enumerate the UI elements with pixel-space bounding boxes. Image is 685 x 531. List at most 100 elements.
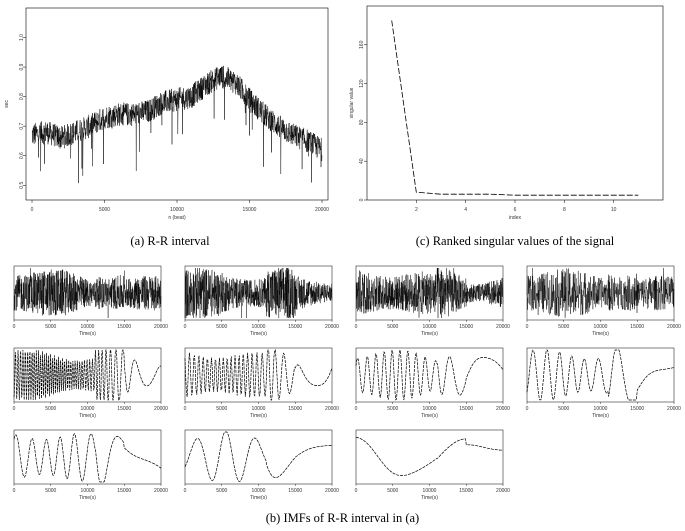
y-tick-label: 0.8 — [19, 93, 25, 100]
x-tick-label: 15000 — [459, 406, 473, 412]
x-tick-label: 20000 — [496, 488, 510, 494]
x-axis-label: Time(s) — [250, 331, 267, 337]
x-tick-label: 0 — [13, 488, 16, 494]
x-axis-label: Time(s) — [79, 495, 96, 501]
x-tick-label: 15000 — [243, 207, 257, 213]
y-tick-label: 80 — [359, 119, 365, 125]
x-tick-label: 4 — [464, 207, 467, 213]
panel-frame — [184, 347, 333, 403]
x-tick-label: 5000 — [216, 488, 227, 494]
x-tick-label: 15000 — [288, 488, 302, 494]
rr-series-line — [31, 65, 323, 184]
x-tick-label: 15000 — [630, 406, 644, 412]
panel-frame — [184, 429, 333, 485]
x-tick-label: 20000 — [154, 406, 168, 412]
x-axis-label: Time(s) — [592, 331, 609, 337]
x-tick-label: 10000 — [81, 488, 95, 494]
imf-series-line — [13, 267, 162, 319]
caption-singular-values: (c) Ranked singular values of the signal — [415, 234, 615, 248]
caption-imfs: (b) IMFs of R-R interval in (a) — [265, 511, 420, 525]
x-tick-label: 10000 — [81, 406, 95, 412]
imf-series-line — [184, 349, 333, 401]
x-axis-label: n (beat) — [168, 215, 186, 221]
x-tick-label: 5000 — [387, 488, 398, 494]
x-tick-label: 20000 — [154, 488, 168, 494]
imf-panel: 0 5000 10000 15000 20000 Time(s) — [355, 347, 510, 419]
x-axis-label: Time(s) — [250, 413, 267, 419]
x-tick-label: 20000 — [496, 406, 510, 412]
y-tick-label: 0.5 — [19, 182, 25, 189]
x-tick-label: 0 — [355, 324, 358, 330]
x-tick-label: 0 — [13, 324, 16, 330]
x-tick-label: 0 — [31, 207, 34, 213]
x-tick-label: 10000 — [252, 324, 266, 330]
x-tick-label: 15000 — [117, 324, 131, 330]
x-tick-label: 10000 — [252, 406, 266, 412]
y-tick-label: 120 — [359, 79, 365, 88]
imf-panel: 0 5000 10000 15000 20000 Time(s) — [184, 347, 339, 419]
x-tick-label: 10000 — [170, 207, 184, 213]
x-tick-label: 0 — [526, 406, 529, 412]
x-tick-label: 15000 — [630, 324, 644, 330]
panel-frame — [526, 347, 675, 403]
x-tick-label: 15000 — [117, 488, 131, 494]
imf-panel: 0 5000 10000 15000 20000 Time(s) — [13, 429, 168, 501]
x-tick-label: 10000 — [81, 324, 95, 330]
x-axis-label: Time(s) — [79, 413, 96, 419]
x-axis-label: Time(s) — [421, 331, 438, 337]
singular-values-chart: 2 4 6 8 10 0 40 80 120 160 index singular value — [349, 5, 664, 221]
x-tick-label: 10000 — [594, 324, 608, 330]
imf-series-line — [184, 431, 333, 482]
x-axis-label: Time(s) — [421, 495, 438, 501]
x-tick-label: 5000 — [99, 207, 110, 213]
x-axis-label: Time(s) — [421, 413, 438, 419]
x-tick-label: 0 — [184, 406, 187, 412]
imf-series-line — [355, 436, 503, 476]
y-tick-label: 0.6 — [19, 152, 25, 159]
x-axis-label: Time(s) — [592, 413, 609, 419]
x-axis-label: Time(s) — [79, 331, 96, 337]
x-tick-label: 5000 — [216, 406, 227, 412]
x-tick-label: 20000 — [315, 207, 329, 213]
y-axis-label: singular value — [349, 87, 355, 118]
x-tick-label: 5000 — [45, 324, 56, 330]
x-tick-label: 0 — [355, 488, 358, 494]
x-tick-label: 15000 — [288, 406, 302, 412]
imf-panel: 0 5000 10000 15000 20000 Time(s) — [13, 265, 168, 337]
x-tick-label: 15000 — [459, 324, 473, 330]
imf-series-line — [526, 349, 675, 401]
x-tick-label: 10000 — [252, 488, 266, 494]
x-tick-label: 5000 — [216, 324, 227, 330]
y-tick-label: 160 — [359, 40, 365, 49]
x-tick-label: 0 — [526, 324, 529, 330]
singular-value-line — [391, 20, 639, 196]
imf-panel: 0 5000 10000 15000 20000 Time(s) — [526, 265, 681, 337]
imf-series-line — [355, 349, 504, 401]
x-tick-label: 10000 — [423, 488, 437, 494]
x-tick-label: 10000 — [423, 324, 437, 330]
x-tick-label: 5000 — [45, 488, 56, 494]
x-tick-label: 10 — [611, 207, 617, 213]
x-tick-label: 20000 — [496, 324, 510, 330]
x-tick-label: 15000 — [288, 324, 302, 330]
y-axis-label: sec — [4, 100, 10, 108]
x-tick-label: 2 — [415, 207, 418, 213]
x-tick-label: 8 — [563, 207, 566, 213]
imf-panel: 0 5000 10000 15000 20000 Time(s) — [355, 265, 510, 337]
y-tick-label: 1.0 — [19, 34, 25, 41]
imf-series-line — [526, 267, 675, 318]
imf-panel: 0 5000 10000 15000 20000 Time(s) — [355, 429, 510, 501]
x-tick-label: 0 — [184, 488, 187, 494]
x-tick-label: 20000 — [325, 406, 339, 412]
x-axis-label: Time(s) — [250, 495, 267, 501]
x-tick-label: 20000 — [154, 324, 168, 330]
imf-series-line — [184, 267, 333, 319]
x-tick-label: 0 — [13, 406, 16, 412]
x-tick-label: 6 — [514, 207, 517, 213]
x-tick-label: 20000 — [325, 324, 339, 330]
x-tick-label: 5000 — [387, 324, 398, 330]
imf-panel: 0 5000 10000 15000 20000 Time(s) — [184, 429, 339, 501]
imf-panel: 0 5000 10000 15000 20000 Time(s) — [526, 347, 681, 419]
panel-frame — [13, 429, 162, 485]
x-tick-label: 20000 — [667, 406, 681, 412]
